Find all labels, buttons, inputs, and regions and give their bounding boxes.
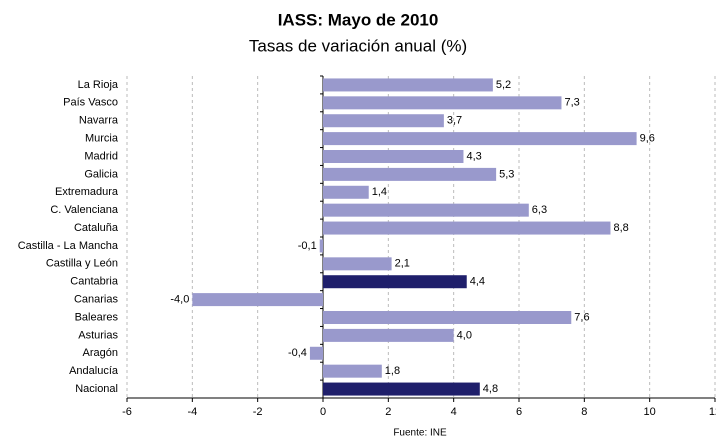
bar (323, 78, 493, 92)
value-label: 7,6 (574, 311, 589, 323)
x-tick-label: -4 (187, 406, 197, 418)
value-label: 4,4 (470, 276, 485, 288)
value-label: 4,8 (483, 383, 498, 395)
bar (323, 203, 529, 217)
value-label: 4,0 (457, 329, 472, 341)
value-label: 5,3 (499, 168, 514, 180)
x-tick-label: 12 (709, 406, 716, 418)
x-tick-label: -6 (122, 406, 132, 418)
x-tick-label: 6 (516, 406, 522, 418)
y-tick-label: La Rioja (78, 79, 119, 91)
value-label: 1,8 (385, 365, 400, 377)
y-tick-label: Canarias (74, 294, 119, 306)
source-note: Fuente: INE (393, 428, 447, 438)
bar (323, 364, 382, 378)
value-label: 3,7 (447, 115, 462, 127)
chart-subtitle: Tasas de variación anual (%) (249, 36, 467, 55)
x-tick-label: 10 (644, 406, 656, 418)
bar (323, 382, 480, 396)
x-tick-label: -2 (253, 406, 263, 418)
bar (323, 96, 562, 110)
y-tick-label: Navarra (79, 115, 119, 127)
bar (323, 114, 444, 128)
bar (319, 239, 323, 253)
y-tick-label: Andalucía (69, 365, 119, 377)
x-tick-label: 0 (320, 406, 326, 418)
y-tick-label: Aragón (83, 347, 118, 359)
value-label: 8,8 (613, 222, 628, 234)
value-label: 7,3 (564, 97, 579, 109)
value-label: -4,0 (170, 294, 189, 306)
y-tick-label: Madrid (84, 150, 118, 162)
value-label: 4,3 (466, 150, 481, 162)
value-label: 6,3 (532, 204, 547, 216)
y-tick-label: Baleares (75, 311, 119, 323)
y-tick-label: Extremadura (55, 186, 119, 198)
value-label: -0,4 (288, 347, 307, 359)
x-tick-label: 4 (451, 406, 457, 418)
value-label: -0,1 (298, 240, 317, 252)
y-tick-label: Cataluña (74, 222, 119, 234)
y-tick-label: Galicia (84, 168, 119, 180)
y-tick-label: Murcia (85, 133, 119, 145)
bar (323, 328, 454, 342)
bar (323, 221, 611, 235)
bar (323, 311, 572, 324)
bar (323, 257, 392, 271)
y-tick-label: Castilla y León (46, 258, 118, 270)
bar (323, 132, 637, 146)
value-label: 1,4 (372, 186, 387, 198)
bar (323, 275, 467, 289)
value-label: 2,1 (395, 258, 410, 270)
bar (323, 185, 369, 199)
bar (323, 167, 497, 181)
y-tick-label: Asturias (78, 329, 118, 341)
y-tick-label: Cantabria (70, 276, 119, 288)
y-tick-label: País Vasco (63, 97, 118, 109)
value-label: 5,2 (496, 79, 511, 91)
bar (309, 346, 323, 360)
chart-title: IASS: Mayo de 2010 (278, 10, 439, 29)
y-tick-label: Nacional (75, 383, 118, 395)
y-tick-label: C. Valenciana (50, 204, 119, 216)
y-tick-label: Castilla - La Mancha (18, 240, 119, 252)
value-label: 9,6 (640, 133, 655, 145)
x-tick-label: 2 (385, 406, 391, 418)
bar (323, 150, 464, 163)
x-tick-label: 8 (581, 406, 587, 418)
bar (192, 293, 323, 307)
